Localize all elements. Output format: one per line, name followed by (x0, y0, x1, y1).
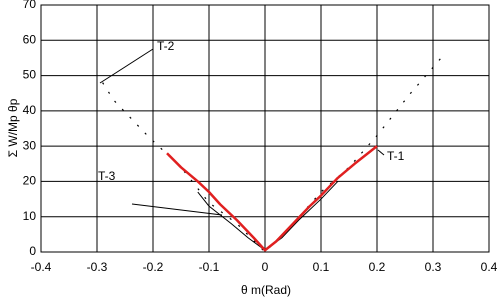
annotation: T-1 (387, 149, 405, 163)
annotation-leader (131, 203, 223, 216)
data-line (166, 145, 378, 252)
data-line (102, 54, 445, 253)
y-tick-label: 10 (23, 209, 37, 223)
y-tick-label: 30 (23, 138, 37, 152)
x-tick-label: -0.3 (87, 260, 108, 274)
x-tick-label: 0.4 (481, 260, 498, 274)
annotation-leader (99, 48, 154, 84)
x-axis-label: θ m(Rad) (241, 283, 291, 297)
x-tick-label: -0.1 (199, 260, 220, 274)
x-tick-label: 0.3 (425, 260, 442, 274)
x-tick-label: 0.2 (369, 260, 386, 274)
y-tick-label: 40 (23, 103, 37, 117)
x-tick-label: -0.2 (143, 260, 164, 274)
x-tick-label: 0 (262, 260, 269, 274)
y-tick-label: 50 (23, 68, 37, 82)
x-tick-label: -0.4 (31, 260, 52, 274)
annotation-leader (377, 149, 385, 156)
annotation: T-3 (98, 169, 116, 183)
x-tick-label: 0.1 (313, 260, 330, 274)
y-tick-label: 70 (23, 0, 37, 11)
y-tick-label: 20 (23, 174, 37, 188)
y-axis-label: Σ W/Mp θp (6, 98, 20, 157)
y-tick-label: 0 (29, 244, 36, 258)
annotation: T-2 (157, 39, 175, 53)
y-tick-label: 60 (23, 32, 37, 46)
